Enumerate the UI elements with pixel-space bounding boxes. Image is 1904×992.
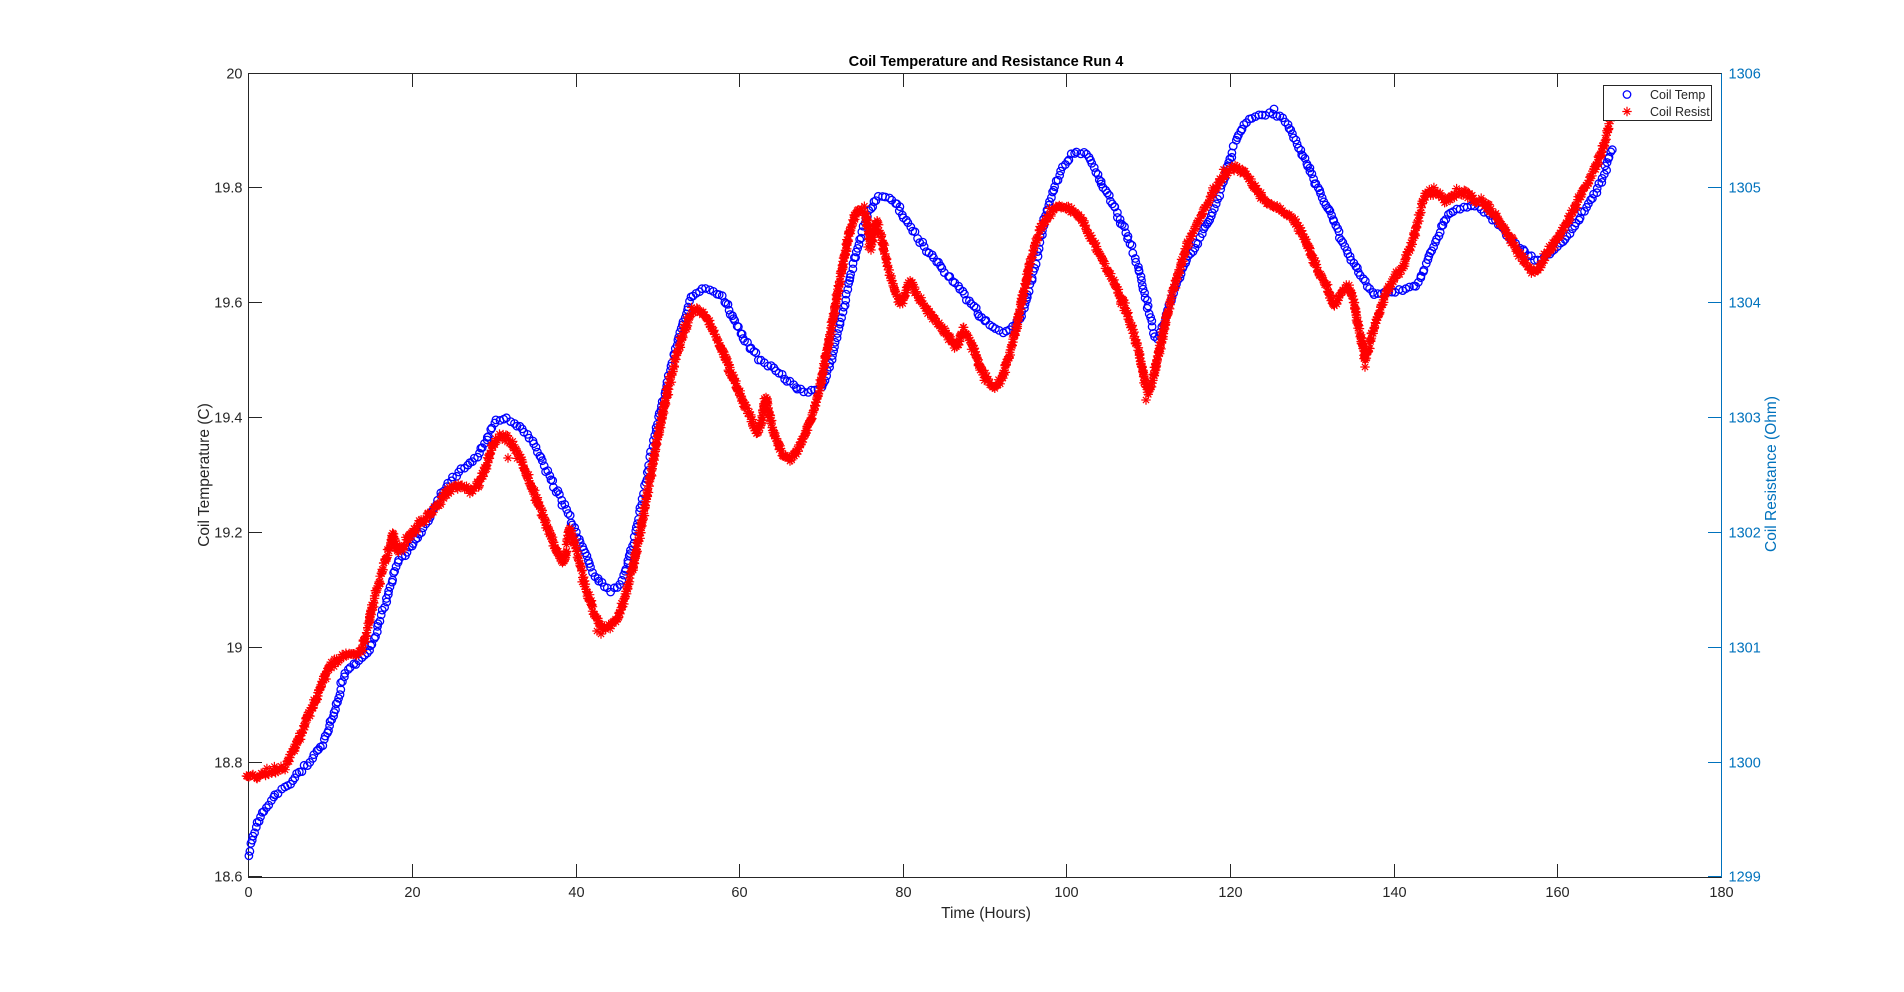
- svg-text:120: 120: [1218, 885, 1242, 901]
- svg-text:19.2: 19.2: [214, 526, 242, 542]
- svg-text:1302: 1302: [1729, 526, 1761, 542]
- svg-text:20: 20: [226, 67, 242, 83]
- svg-text:20: 20: [404, 885, 420, 901]
- svg-text:80: 80: [895, 885, 911, 901]
- svg-text:0: 0: [244, 885, 252, 901]
- svg-text:Time (Hours): Time (Hours): [941, 905, 1031, 922]
- svg-text:19.6: 19.6: [214, 296, 242, 312]
- svg-text:Coil Temperature (C): Coil Temperature (C): [196, 403, 213, 547]
- svg-text:40: 40: [568, 885, 584, 901]
- svg-text:1300: 1300: [1729, 756, 1761, 772]
- svg-text:Coil Resist: Coil Resist: [1650, 105, 1710, 119]
- svg-text:1303: 1303: [1729, 411, 1761, 427]
- svg-text:19: 19: [226, 641, 242, 657]
- svg-text:100: 100: [1054, 885, 1078, 901]
- svg-text:180: 180: [1709, 885, 1733, 901]
- svg-text:19.8: 19.8: [214, 181, 242, 197]
- svg-text:1301: 1301: [1729, 641, 1761, 657]
- svg-text:160: 160: [1545, 885, 1569, 901]
- svg-text:19.4: 19.4: [214, 411, 242, 427]
- svg-text:1305: 1305: [1729, 181, 1761, 197]
- svg-text:18.8: 18.8: [214, 756, 242, 772]
- svg-text:Coil Temp: Coil Temp: [1650, 88, 1705, 102]
- svg-text:18.6: 18.6: [214, 870, 242, 886]
- svg-text:60: 60: [731, 885, 747, 901]
- svg-text:Coil Resistance (Ohm): Coil Resistance (Ohm): [1763, 396, 1780, 552]
- svg-text:140: 140: [1382, 885, 1406, 901]
- svg-text:1306: 1306: [1729, 67, 1761, 83]
- svg-text:Coil Temperature and Resistanc: Coil Temperature and Resistance Run 4: [849, 54, 1125, 70]
- svg-text:1304: 1304: [1729, 296, 1761, 312]
- svg-text:1299: 1299: [1729, 870, 1761, 886]
